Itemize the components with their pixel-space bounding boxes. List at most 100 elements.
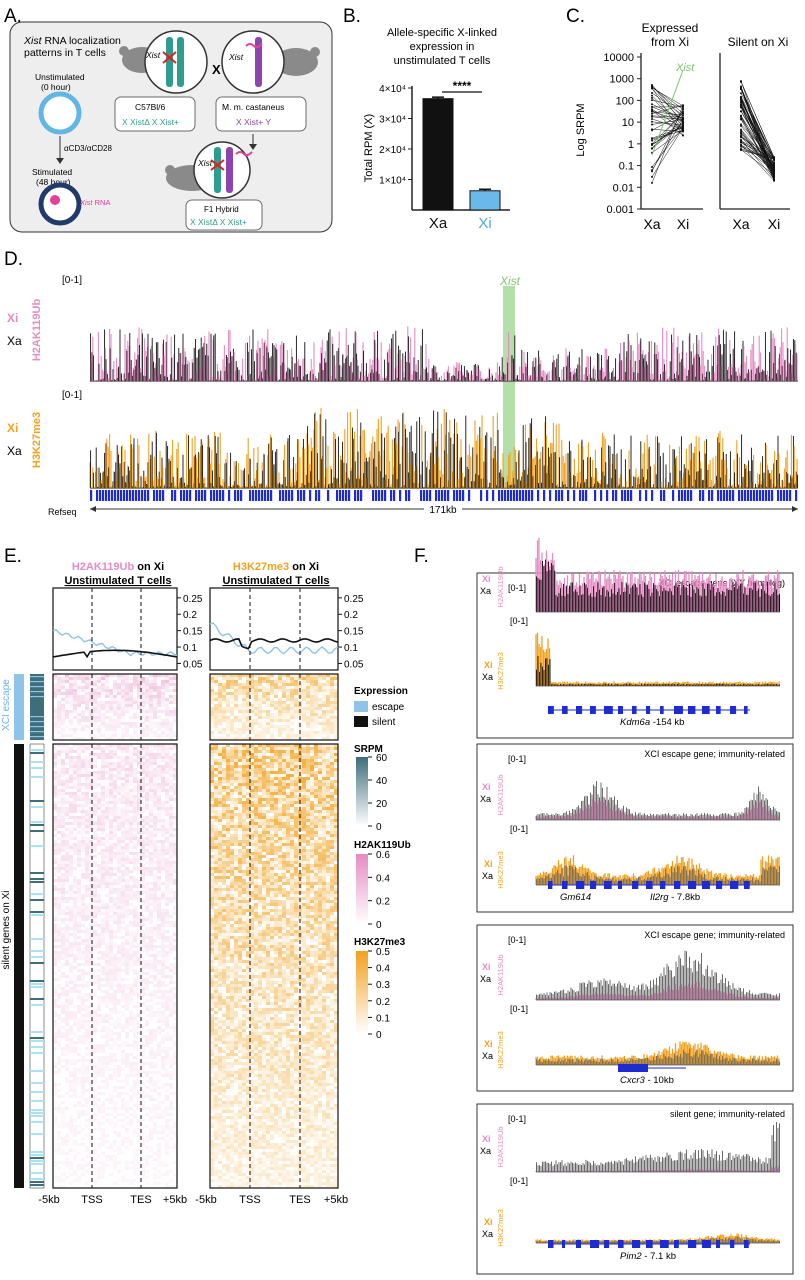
h2a-heat-cell [113,798,117,801]
h2a-heat-cell [121,837,125,840]
h2a-heat-cell [125,768,129,771]
h2a-heat-cell [81,737,85,740]
h2a-heat-cell [165,771,169,774]
h2a-heat-cell [53,777,57,780]
h2a-heat-cell [69,906,73,909]
h2a-heat-cell [101,774,105,777]
h2a-heat-cell [57,731,61,734]
h2a-heat-cell [113,704,117,707]
h2a-heat-cell [121,858,125,861]
h2a-heat-cell [161,936,165,939]
h2a-heat-cell [61,704,65,707]
h2a-heat-cell [121,900,125,903]
refseq-exon [717,490,720,501]
h2a-heat-cell [153,804,157,807]
h2a-heat-cell [153,933,157,936]
h2a-heat-cell [89,843,93,846]
h2a-heat-cell [137,686,141,689]
h2a-heat-cell [85,680,89,683]
h2a-heat-cell [145,728,149,731]
h2a-heat-cell [121,945,125,948]
h2a-heat-cell [121,861,125,864]
h2a-heat-cell [133,813,137,816]
h2a-heat-cell [85,876,89,879]
h2a-heat-cell [169,864,173,867]
h2a-heat-cell [157,831,161,834]
h2a-heat-cell [89,756,93,759]
h2a-heat-cell [145,885,149,888]
h2a-heat-cell [145,686,149,689]
h2a-heat-cell [153,909,157,912]
h2a-heat-cell [121,756,125,759]
h2a-heat-cell [77,677,81,680]
h2a-heat-cell [93,834,97,837]
h2a-heat-cell [85,686,89,689]
h2a-heat-cell [69,828,73,831]
h2a-heat-cell [57,744,61,747]
h2a-heat-cell [157,819,161,822]
h2a-heat-cell [57,909,61,912]
h2a-heat-cell [65,933,69,936]
h2a-heat-cell [109,936,113,939]
h2a-heat-cell [97,900,101,903]
h2a-heat-cell [137,759,141,762]
b-x-label-xa: Xa [429,215,448,232]
h2a-heat-cell [125,677,129,680]
h2a-heat-cell [65,792,69,795]
h2a-heat-cell [81,686,85,689]
h2a-heat-cell [153,813,157,816]
h2a-heat-cell [73,768,77,771]
h2a-heat-cell [81,816,85,819]
h2a-heat-cell [133,843,137,846]
h2a-heat-cell [117,846,121,849]
h2a-heat-cell [109,750,113,753]
e-profile-tick-label: 0.25 [183,594,203,605]
h2a-heat-cell [117,960,121,963]
h2a-heat-cell [73,762,77,765]
h2a-heat-cell [149,888,153,891]
d-span-arrowhead-right [792,506,798,512]
h2a-heat-cell [65,816,69,819]
h2a-heat-cell [165,750,169,753]
h2a-heat-cell [65,834,69,837]
panel-a-title: Xist RNA localization [23,35,121,47]
h2a-heat-cell [129,701,133,704]
h2a-heat-cell [133,677,137,680]
h2a-heat-cell [85,870,89,873]
h2a-heat-cell [85,765,89,768]
h2a-heat-cell [153,888,157,891]
h2a-heat-cell [157,954,161,957]
h2a-heat-cell [141,698,145,701]
treatment-arrowhead [56,158,64,164]
h2a-heat-cell [165,945,169,948]
h2a-heat-cell [69,843,73,846]
h2a-heat-cell [73,939,77,942]
h2a-heat-cell [65,897,69,900]
h2a-heat-cell [121,686,125,689]
h2a-heat-cell [145,713,149,716]
d-xist-label: Xist [499,274,521,288]
h2a-heat-cell [117,897,121,900]
h2a-heat-cell [57,795,61,798]
h2a-heat-cell [173,894,177,897]
h2a-heat-cell [81,771,85,774]
h2a-heat-cell [173,822,177,825]
h2a-heat-cell [129,734,133,737]
h2a-heat-cell [153,807,157,810]
h2a-heat-cell [113,783,117,786]
h2a-heat-cell [93,780,97,783]
h2a-heat-cell [133,771,137,774]
h2a-heat-cell [161,692,165,695]
h2a-heat-cell [97,819,101,822]
h2a-heat-cell [53,747,57,750]
h2a-heat-cell [65,939,69,942]
h2a-heat-cell [77,819,81,822]
refseq-exon [360,490,363,501]
h2a-heat-cell [109,846,113,849]
h2a-heat-cell [93,948,97,951]
h2a-heat-cell [133,912,137,915]
h2a-heat-cell [93,819,97,822]
h2a-heat-cell [121,789,125,792]
h2a-heat-cell [117,855,121,858]
h2a-heat-cell [57,707,61,710]
